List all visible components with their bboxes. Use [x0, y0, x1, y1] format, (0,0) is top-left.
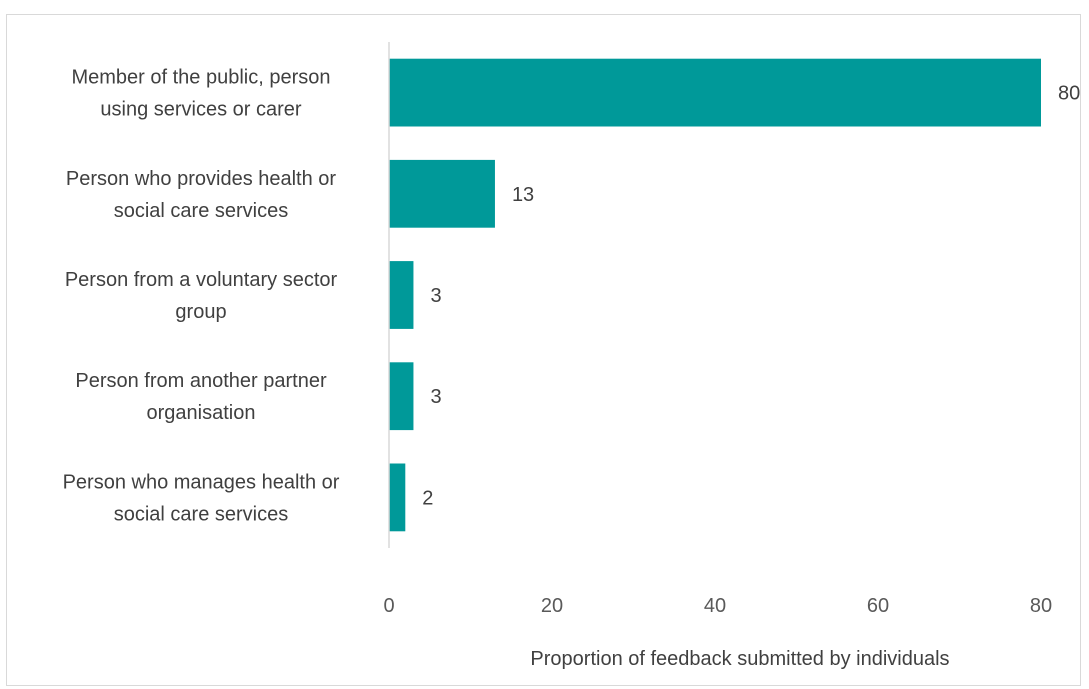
x-tick-label: 0: [383, 595, 394, 617]
x-tick-label: 60: [867, 595, 889, 617]
x-axis-title: Proportion of feedback submitted by indi…: [530, 648, 949, 670]
category-label: Member of the public, person: [71, 67, 330, 89]
category-label: social care services: [114, 503, 289, 525]
category-label: Person from another partner: [75, 370, 327, 392]
bar: [389, 159, 495, 228]
data-label: 80: [1058, 83, 1080, 105]
category-label: social care services: [114, 200, 289, 222]
category-label: Person who provides health or: [66, 168, 336, 190]
category-label: organisation: [147, 402, 256, 424]
data-label: 13: [512, 184, 534, 206]
x-tick-labels: 0 20 40 60 80: [383, 595, 1052, 617]
bar: [389, 58, 1041, 127]
category-label: Person from a voluntary sector: [65, 269, 338, 291]
bars-layer: [389, 58, 1041, 532]
category-label: group: [175, 301, 226, 323]
labels-layer: 80 Member of the public, person using serv…: [63, 67, 1081, 526]
data-label: 3: [430, 285, 441, 307]
bar: [389, 463, 406, 532]
x-tick-label: 40: [704, 595, 726, 617]
bar: [389, 362, 414, 431]
x-tick-label: 20: [541, 595, 563, 617]
data-label: 3: [430, 386, 441, 408]
bar: [389, 261, 414, 329]
category-label: using services or carer: [100, 99, 302, 121]
x-tick-label: 80: [1030, 595, 1052, 617]
category-label: Person who manages health or: [63, 471, 340, 493]
data-label: 2: [422, 487, 433, 509]
